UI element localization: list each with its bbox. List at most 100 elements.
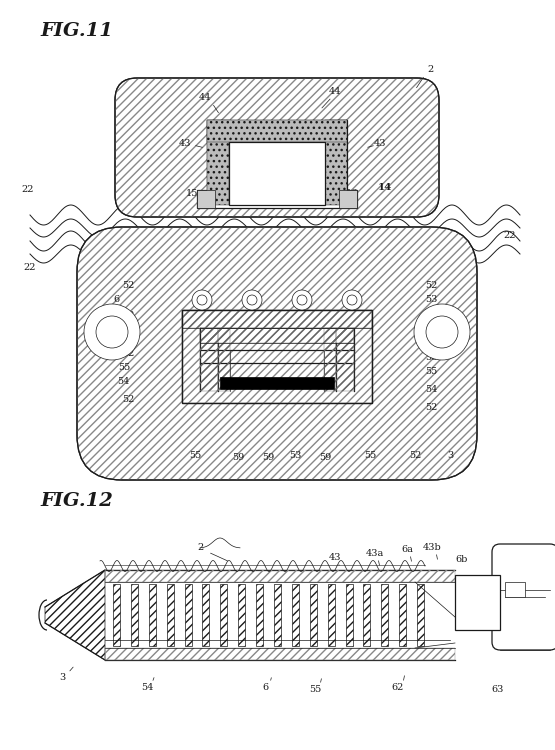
Bar (105, 570, 455, 582)
Bar (455, 575, 500, 630)
Text: 6: 6 (432, 316, 438, 325)
Text: 53: 53 (123, 310, 135, 320)
Text: 57: 57 (425, 335, 437, 344)
Bar (238, 584, 245, 646)
Text: 44: 44 (199, 94, 211, 103)
Bar (324, 328, 336, 391)
Text: 22: 22 (24, 263, 36, 272)
Text: 3: 3 (59, 674, 65, 682)
Bar (220, 377, 334, 389)
Text: 54: 54 (141, 683, 153, 692)
Text: FIG.11: FIG.11 (40, 22, 113, 40)
Text: 58: 58 (425, 352, 437, 362)
Bar (292, 584, 299, 646)
Text: 3: 3 (447, 451, 453, 460)
Bar (207, 120, 347, 142)
Text: 55: 55 (425, 368, 437, 376)
Text: 63: 63 (492, 686, 504, 694)
Bar (256, 584, 263, 646)
Bar (149, 584, 156, 646)
Bar (203, 584, 209, 646)
Bar (182, 310, 372, 403)
Text: 56: 56 (118, 331, 130, 340)
Text: 22: 22 (504, 230, 516, 239)
Bar (325, 120, 347, 205)
Text: 52: 52 (123, 280, 135, 290)
Bar (182, 310, 372, 328)
Bar (207, 120, 229, 205)
Circle shape (96, 316, 128, 348)
Text: 53: 53 (289, 451, 301, 460)
Circle shape (84, 304, 140, 360)
Bar (310, 584, 317, 646)
Bar (182, 310, 372, 403)
Text: 52: 52 (123, 349, 135, 358)
Bar (346, 584, 352, 646)
Text: 54: 54 (425, 386, 437, 394)
Text: 52: 52 (123, 395, 135, 404)
Bar (200, 328, 218, 391)
Text: 6b: 6b (456, 556, 468, 565)
Bar (185, 584, 191, 646)
Bar (417, 584, 424, 646)
Text: 2: 2 (427, 65, 433, 74)
Text: 44: 44 (329, 88, 341, 97)
Circle shape (292, 290, 312, 310)
Text: 52: 52 (425, 280, 437, 290)
Bar (336, 328, 354, 391)
Bar (381, 584, 388, 646)
FancyBboxPatch shape (77, 227, 477, 480)
Bar (505, 582, 525, 597)
Circle shape (426, 316, 458, 348)
Text: 53: 53 (425, 296, 437, 304)
Bar (200, 328, 354, 343)
Text: 55: 55 (309, 686, 321, 694)
Bar (200, 328, 354, 343)
Circle shape (247, 295, 257, 305)
Text: 43a: 43a (366, 548, 384, 557)
Bar (113, 584, 120, 646)
Text: 52: 52 (425, 404, 437, 412)
Bar (229, 142, 325, 205)
Bar (197, 190, 215, 208)
Bar (399, 584, 406, 646)
Text: FIG.12: FIG.12 (40, 492, 113, 510)
Text: 6: 6 (114, 296, 120, 304)
Text: 16: 16 (346, 188, 358, 197)
Bar (197, 190, 357, 208)
Bar (220, 584, 228, 646)
Text: 55: 55 (118, 364, 130, 373)
Text: 62: 62 (392, 683, 404, 692)
Bar (131, 584, 138, 646)
Circle shape (197, 295, 207, 305)
Text: 59: 59 (232, 454, 244, 463)
Polygon shape (45, 570, 105, 660)
Circle shape (414, 304, 470, 360)
Circle shape (342, 290, 362, 310)
Text: 59: 59 (319, 454, 331, 463)
Bar (364, 584, 370, 646)
Text: 55: 55 (364, 451, 376, 460)
Text: 15: 15 (186, 188, 198, 197)
Text: 43: 43 (179, 139, 191, 148)
Bar (339, 190, 357, 208)
Bar (274, 584, 281, 646)
Bar (105, 648, 455, 660)
Circle shape (242, 290, 262, 310)
FancyBboxPatch shape (492, 544, 555, 650)
Text: 6: 6 (262, 683, 268, 692)
Text: 55: 55 (189, 451, 201, 460)
Bar (327, 584, 335, 646)
Text: 43b: 43b (422, 542, 441, 551)
Text: 2: 2 (197, 544, 203, 553)
Circle shape (297, 295, 307, 305)
Text: 52: 52 (409, 451, 421, 460)
Text: 54: 54 (118, 377, 130, 386)
Text: 6a: 6a (401, 544, 413, 554)
Text: 22: 22 (22, 185, 34, 194)
Bar (182, 310, 372, 403)
Circle shape (192, 290, 212, 310)
FancyBboxPatch shape (115, 78, 439, 217)
Bar (207, 120, 347, 205)
Text: 14: 14 (378, 184, 392, 193)
